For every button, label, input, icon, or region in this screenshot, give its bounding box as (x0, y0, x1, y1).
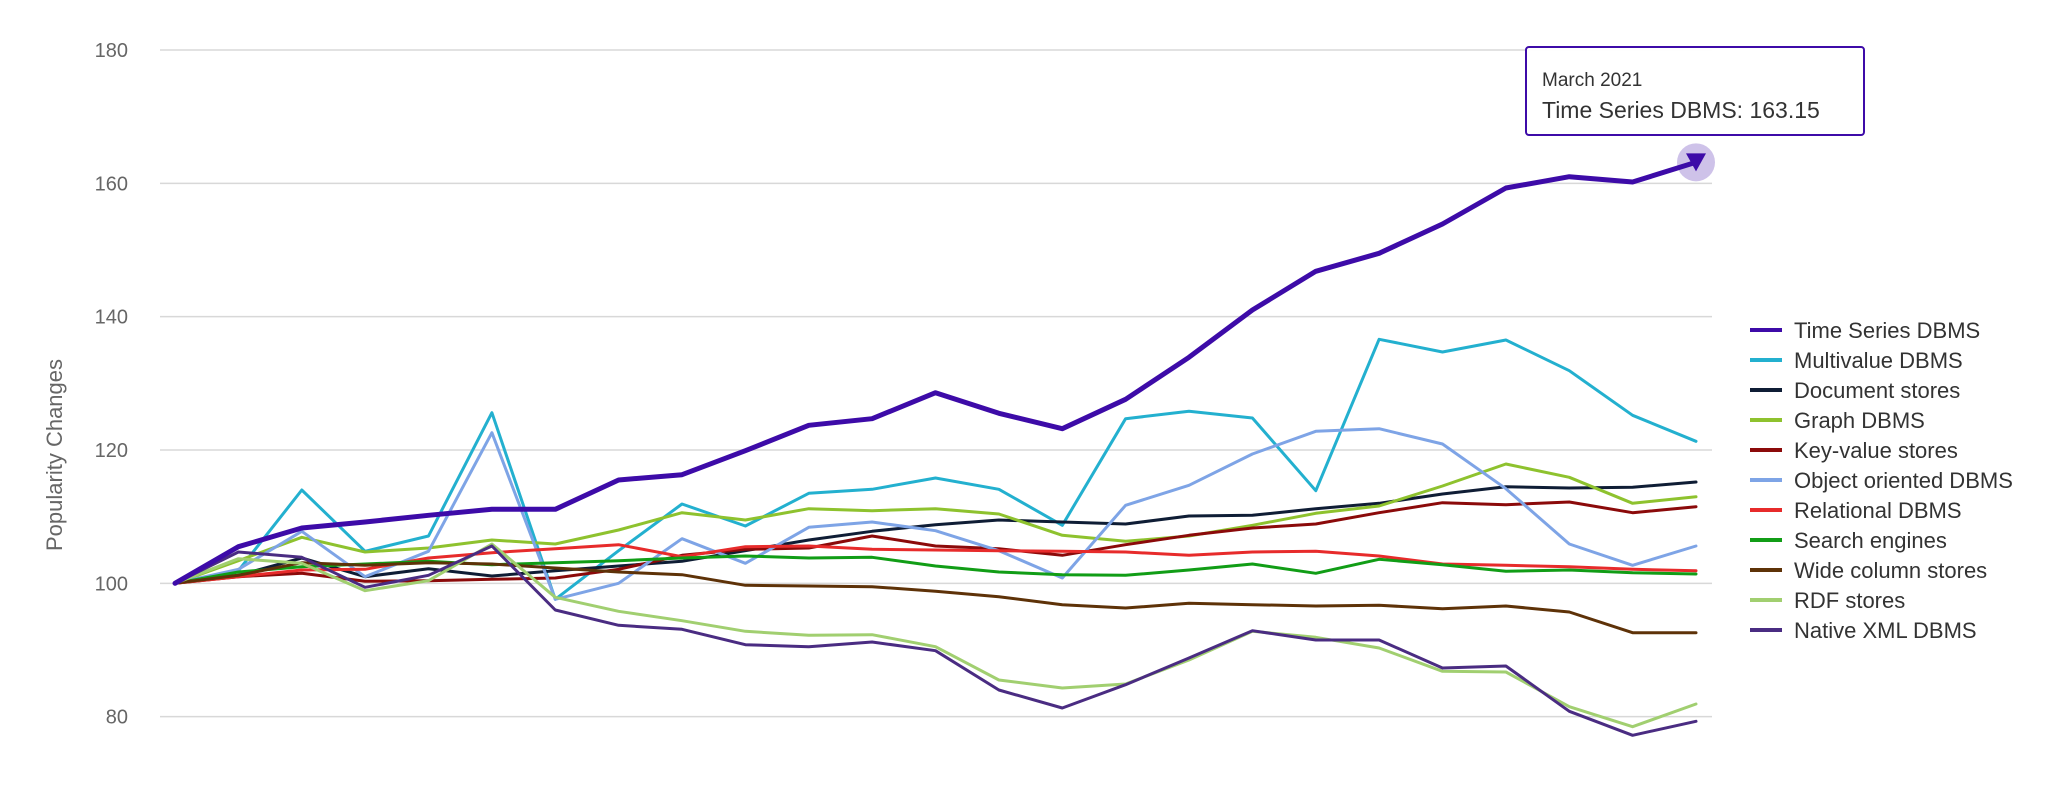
y-tick-label-100: 100 (95, 573, 128, 595)
legend-label-rdf-stores: RDF stores (1794, 588, 1905, 613)
series-line-object-oriented-dbms[interactable] (173, 427, 1698, 601)
legend-label-object-oriented-dbms: Object oriented DBMS (1794, 468, 2013, 493)
y-tick-label-80: 80 (106, 707, 128, 729)
legend-label-time-series-dbms: Time Series DBMS (1794, 318, 1980, 343)
legend-item-time-series-dbms[interactable]: Time Series DBMS (1750, 318, 1980, 343)
legend-label-search-engines: Search engines (1794, 528, 1947, 553)
legend-item-object-oriented-dbms[interactable]: Object oriented DBMS (1750, 468, 2013, 493)
legend-label-multivalue-dbms: Multivalue DBMS (1794, 348, 1963, 373)
legend-label-key-value-stores: Key-value stores (1794, 438, 1958, 463)
legend-label-relational-dbms: Relational DBMS (1794, 498, 1962, 523)
legend: Time Series DBMS Multivalue DBMS Document … (1750, 318, 2013, 643)
tooltip: March 2021 Time Series DBMS: 163.15 (1525, 46, 1865, 136)
legend-item-search-engines[interactable]: Search engines (1750, 528, 1947, 553)
series-line-document-stores[interactable] (173, 480, 1698, 585)
y-tick-label-160: 160 (95, 173, 128, 195)
legend-item-rdf-stores[interactable]: RDF stores (1750, 588, 1905, 613)
series-line-rdf-stores[interactable] (173, 542, 1698, 729)
legend-item-wide-column-stores[interactable]: Wide column stores (1750, 558, 1987, 583)
tooltip-value: Time Series DBMS: 163.15 (1542, 97, 1820, 123)
legend-item-graph-dbms[interactable]: Graph DBMS (1750, 408, 1925, 433)
tooltip-date: March 2021 (1542, 70, 1642, 91)
tooltip-box (1525, 46, 1865, 136)
y-axis-title: Popularity Changes (42, 359, 67, 551)
y-axis-tick-labels: 80 100 120 140 160 180 (95, 40, 128, 729)
y-tick-label-140: 140 (95, 307, 128, 329)
legend-item-relational-dbms[interactable]: Relational DBMS (1750, 498, 1962, 523)
legend-item-key-value-stores[interactable]: Key-value stores (1750, 438, 1958, 463)
legend-label-native-xml-dbms: Native XML DBMS (1794, 618, 1977, 643)
series-line-wide-column-stores[interactable] (173, 561, 1698, 635)
series-line-graph-dbms[interactable] (173, 462, 1698, 585)
series-lines (172, 143, 1715, 737)
hover-point-marker[interactable] (1686, 153, 1706, 172)
y-tick-label-180: 180 (95, 40, 128, 62)
legend-label-document-stores: Document stores (1794, 378, 1960, 403)
legend-item-multivalue-dbms[interactable]: Multivalue DBMS (1750, 348, 1963, 373)
series-line-time-series-dbms[interactable] (172, 159, 1699, 586)
series-line-native-xml-dbms[interactable] (173, 544, 1698, 737)
grid-lines (160, 49, 1712, 718)
legend-label-wide-column-stores: Wide column stores (1794, 558, 1987, 583)
legend-item-native-xml-dbms[interactable]: Native XML DBMS (1750, 618, 1977, 643)
legend-label-graph-dbms: Graph DBMS (1794, 408, 1925, 433)
series-line-multivalue-dbms[interactable] (173, 337, 1698, 601)
legend-item-document-stores[interactable]: Document stores (1750, 378, 1960, 403)
y-tick-label-120: 120 (95, 440, 128, 462)
